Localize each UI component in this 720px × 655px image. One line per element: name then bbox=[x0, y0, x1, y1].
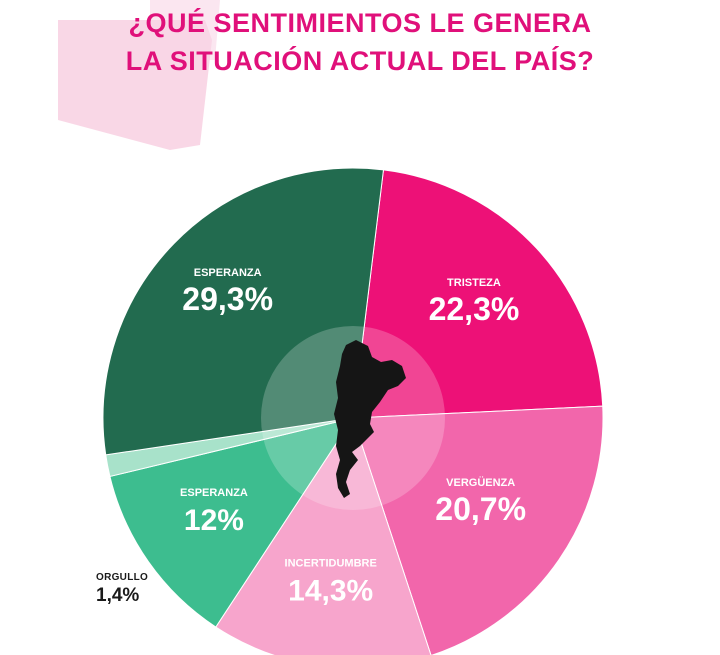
pie-slice-vergüenza-1 bbox=[352, 405, 604, 655]
pie-slice-esperanza-5 bbox=[102, 167, 385, 456]
pie-slice-incertidumbre-2 bbox=[215, 416, 432, 655]
label-value-3: 12% bbox=[184, 504, 244, 537]
decorative-pink-shape-2 bbox=[150, 0, 220, 60]
title-line-1: ¿QUÉ SENTIMIENTOS LE GENERA bbox=[128, 8, 592, 38]
label-name-5: ESPERANZA bbox=[194, 267, 262, 279]
label-name-3: ESPERANZA bbox=[180, 487, 248, 499]
label-value-5: 29,3% bbox=[182, 281, 273, 317]
pie-slices bbox=[102, 167, 604, 655]
label-orgullo-external: ORGULLO 1,4% bbox=[96, 572, 148, 607]
slice-labels: TRISTEZA 22,3% VERGÜENZA 20,7% INCERTIDUMBRE… bbox=[180, 267, 526, 608]
label-name-1: VERGÜENZA bbox=[446, 476, 515, 489]
label-name-2: INCERTIDUMBRE bbox=[285, 558, 377, 570]
pie-slice-esperanza-3 bbox=[109, 417, 355, 628]
label-name-orgullo: ORGULLO bbox=[96, 572, 149, 583]
label-name-0: TRISTEZA bbox=[447, 277, 501, 289]
country-map-icon bbox=[334, 340, 406, 498]
decorative-background-shapes bbox=[58, 0, 220, 150]
pie-slice-tristeza-0 bbox=[352, 169, 604, 419]
label-value-2: 14,3% bbox=[288, 575, 373, 608]
chart-title: ¿QUÉ SENTIMIENTOS LE GENERA LA SITUACIÓN… bbox=[0, 4, 720, 80]
label-value-1: 20,7% bbox=[435, 491, 526, 527]
label-value-orgullo: 1,4% bbox=[96, 585, 140, 606]
label-value-0: 22,3% bbox=[429, 291, 520, 327]
title-line-2: LA SITUACIÓN ACTUAL DEL PAÍS? bbox=[125, 46, 595, 76]
